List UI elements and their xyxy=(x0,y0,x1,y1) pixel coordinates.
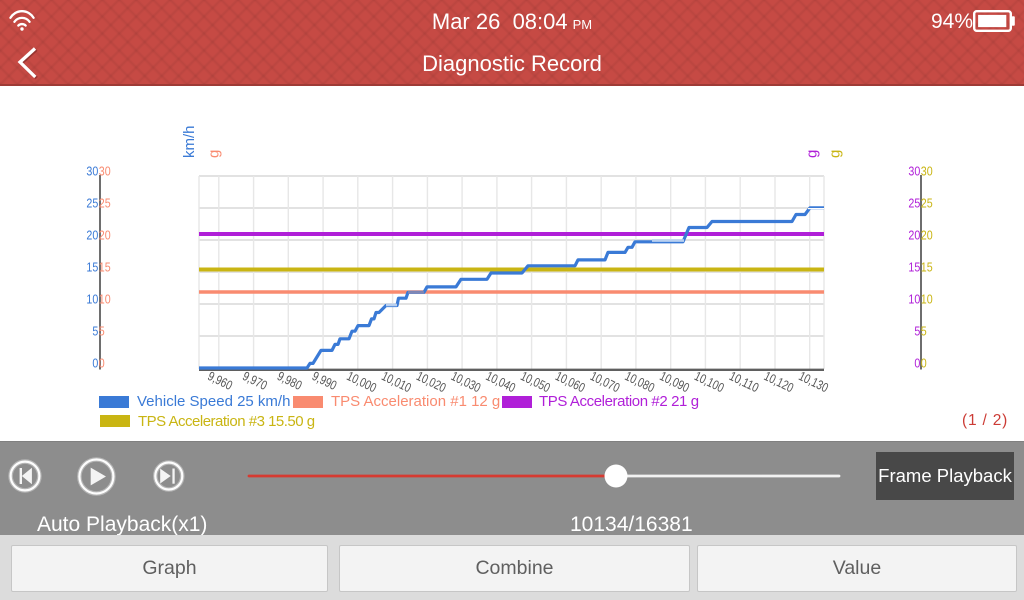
svg-text:15: 15 xyxy=(86,259,98,274)
svg-text:10: 10 xyxy=(86,291,98,306)
svg-text:15: 15 xyxy=(921,259,933,274)
svg-text:30: 30 xyxy=(86,163,98,178)
svg-text:10,100: 10,100 xyxy=(692,368,726,395)
svg-text:9,980: 9,980 xyxy=(275,368,304,393)
svg-text:g: g xyxy=(827,150,844,158)
svg-text:5: 5 xyxy=(92,323,98,338)
svg-text:0: 0 xyxy=(92,355,98,370)
svg-text:10,050: 10,050 xyxy=(518,368,552,395)
svg-text:30: 30 xyxy=(921,163,933,178)
svg-text:20: 20 xyxy=(908,227,920,242)
svg-text:10,070: 10,070 xyxy=(588,368,622,395)
svg-text:20: 20 xyxy=(921,227,933,242)
svg-text:25: 25 xyxy=(908,195,920,210)
svg-text:km/h: km/h xyxy=(181,125,198,158)
svg-text:9,990: 9,990 xyxy=(310,368,339,393)
svg-text:15: 15 xyxy=(908,259,920,274)
svg-text:20: 20 xyxy=(99,227,111,242)
svg-text:9,960: 9,960 xyxy=(205,368,234,393)
svg-text:25: 25 xyxy=(921,195,933,210)
svg-text:10: 10 xyxy=(921,291,933,306)
svg-text:0: 0 xyxy=(921,355,927,370)
svg-text:g: g xyxy=(804,150,821,158)
svg-text:15: 15 xyxy=(99,259,111,274)
svg-text:10,080: 10,080 xyxy=(623,368,657,395)
svg-text:10,110: 10,110 xyxy=(727,368,761,395)
svg-text:0: 0 xyxy=(99,355,105,370)
svg-text:10,060: 10,060 xyxy=(553,368,587,395)
svg-text:5: 5 xyxy=(914,323,920,338)
svg-text:10,120: 10,120 xyxy=(762,368,796,395)
svg-text:25: 25 xyxy=(99,195,111,210)
svg-text:10,000: 10,000 xyxy=(344,368,378,395)
svg-text:9,970: 9,970 xyxy=(240,368,269,393)
svg-text:10,130: 10,130 xyxy=(796,368,830,395)
svg-text:5: 5 xyxy=(99,323,105,338)
svg-text:25: 25 xyxy=(86,195,98,210)
svg-text:10: 10 xyxy=(908,291,920,306)
svg-text:g: g xyxy=(206,150,223,158)
svg-text:20: 20 xyxy=(86,227,98,242)
svg-text:10,010: 10,010 xyxy=(379,368,413,395)
svg-text:10: 10 xyxy=(99,291,111,306)
svg-text:10,030: 10,030 xyxy=(449,368,483,395)
svg-text:10,040: 10,040 xyxy=(484,368,518,395)
svg-text:30: 30 xyxy=(908,163,920,178)
svg-text:0: 0 xyxy=(914,355,920,370)
svg-text:10,020: 10,020 xyxy=(414,368,448,395)
svg-text:10,090: 10,090 xyxy=(657,368,691,395)
svg-text:30: 30 xyxy=(99,163,111,178)
svg-text:5: 5 xyxy=(921,323,927,338)
